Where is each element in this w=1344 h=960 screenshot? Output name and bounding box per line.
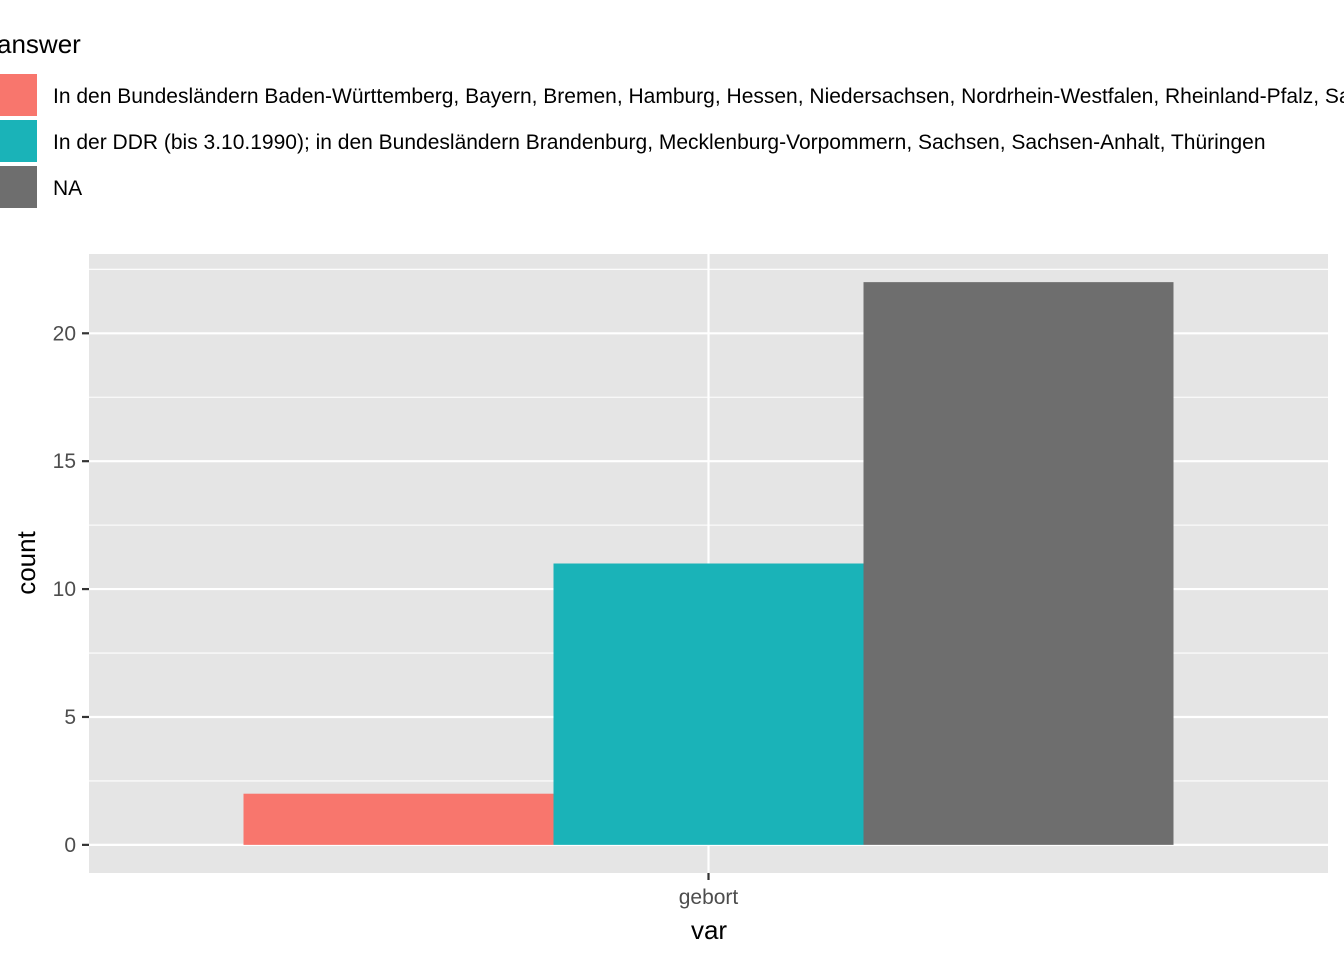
bar-3 <box>863 282 1174 845</box>
y-tick-label: 20 <box>53 322 76 345</box>
bar-2 <box>553 563 864 845</box>
legend-label: In den Bundesländern Baden-Württemberg, … <box>53 85 1344 108</box>
y-tick-label: 5 <box>64 706 76 729</box>
legend-key <box>0 166 37 208</box>
y-tick-label: 15 <box>53 450 76 473</box>
y-axis-title: count <box>11 530 41 594</box>
x-tick-label: gebort <box>679 886 739 909</box>
x-axis: gebort <box>679 873 739 909</box>
y-axis: 0 5 10 15 20 <box>53 322 89 857</box>
bars <box>243 282 1174 845</box>
bar-1 <box>243 793 554 845</box>
legend-key <box>0 120 37 162</box>
legend-label: NA <box>53 177 82 200</box>
y-tick-label: 10 <box>53 578 76 601</box>
legend-label: In der DDR (bis 3.10.1990); in den Bunde… <box>53 131 1266 154</box>
legend: answer In den Bundesländern Baden-Württe… <box>0 29 1344 208</box>
x-axis-title: var <box>691 915 727 945</box>
y-tick-label: 0 <box>64 834 76 857</box>
legend-key <box>0 74 37 116</box>
legend-title: answer <box>0 29 81 59</box>
